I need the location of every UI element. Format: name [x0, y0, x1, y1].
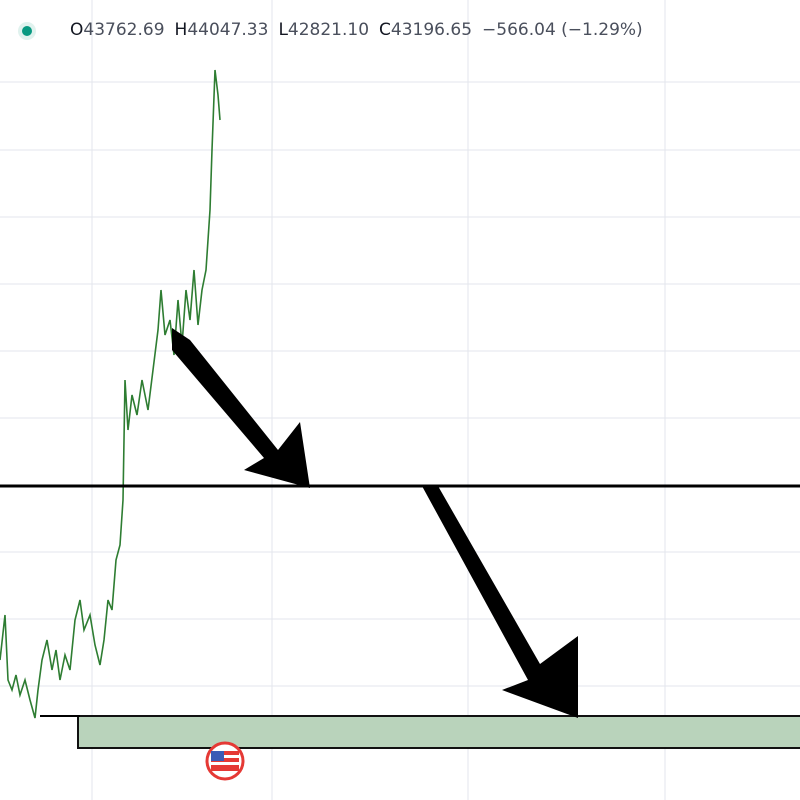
ohlc-label: L	[278, 20, 288, 40]
ohlc-value: 42821.10	[287, 20, 370, 40]
arrow	[422, 486, 578, 718]
arrow	[172, 328, 310, 488]
ohlc-label: H	[174, 20, 188, 40]
ohlc-value: 44047.33	[187, 20, 269, 40]
ohlc-value: 43762.69	[83, 20, 165, 40]
change-value: −566.04 (−1.29%)	[482, 20, 643, 40]
zone-box	[77, 715, 800, 749]
ohlc-header: O43762.69 H44047.33 L42821.10 C43196.65 −566…	[70, 20, 643, 40]
ohlc-value: 43196.65	[390, 20, 473, 40]
status-dot	[22, 26, 32, 36]
ohlc-label: C	[379, 20, 391, 40]
price-line	[0, 69, 221, 719]
flag-icon	[205, 741, 245, 781]
ohlc-label: O	[70, 20, 84, 40]
